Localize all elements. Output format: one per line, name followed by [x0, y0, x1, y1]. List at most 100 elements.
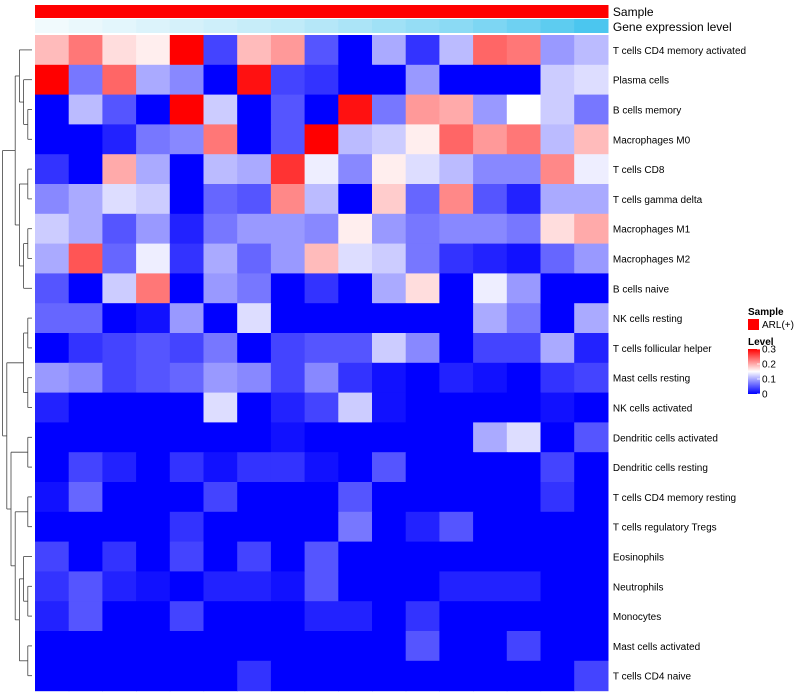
gene-expression-annotation-cell	[270, 19, 306, 33]
heatmap-cell	[439, 35, 474, 66]
heatmap-cell	[68, 571, 103, 602]
heatmap-cell	[473, 482, 508, 513]
heatmap-cell	[169, 422, 205, 453]
heatmap-cell	[506, 184, 542, 215]
heatmap-cell	[473, 35, 508, 66]
heatmap-cell	[136, 362, 171, 394]
heatmap-cell	[35, 154, 70, 185]
heatmap-cell	[68, 94, 103, 125]
heatmap-cell	[574, 601, 609, 632]
heatmap-cell	[304, 333, 339, 364]
heatmap-cell	[35, 660, 70, 692]
heatmap-cell	[169, 601, 205, 632]
heatmap-cell	[372, 631, 407, 662]
gene-expression-annotation-cell	[473, 19, 508, 33]
heatmap-cell	[203, 154, 238, 185]
legend-tick-label: 0.1	[762, 375, 776, 386]
heatmap-cell	[540, 243, 575, 274]
heatmap-cell	[439, 362, 474, 394]
row-label: Neutrophils	[613, 582, 664, 593]
heatmap-cell	[270, 392, 306, 423]
heatmap-cell	[237, 631, 272, 662]
heatmap-cell	[68, 64, 103, 96]
heatmap-cell	[237, 482, 272, 513]
heatmap-cell	[574, 452, 609, 483]
row-label: Mast cells resting	[613, 374, 690, 385]
heatmap-cell	[35, 631, 70, 662]
heatmap-cell	[372, 94, 407, 125]
heatmap-cell	[506, 94, 542, 125]
gene-expression-annotation-cell	[169, 19, 205, 33]
legend-level-ticks: 0.3 0.2 0.1 0	[757, 345, 776, 401]
heatmap-cell	[338, 660, 373, 692]
heatmap-cell	[237, 64, 272, 96]
heatmap-cell	[372, 482, 407, 513]
heatmap-cell	[203, 571, 238, 602]
heatmap-cell	[473, 422, 508, 453]
heatmap-cell	[68, 660, 103, 692]
heatmap-cell	[405, 660, 440, 692]
heatmap-cell	[237, 511, 272, 543]
sample-annotation-cell	[372, 5, 407, 18]
heatmap-cell	[506, 541, 542, 572]
heatmap-cell	[439, 333, 474, 364]
sample-annotation-cell	[338, 5, 373, 18]
heatmap-cell	[338, 541, 373, 572]
heatmap-cell	[203, 35, 238, 66]
heatmap-cell	[270, 422, 306, 453]
heatmap-cell	[338, 94, 373, 125]
gene-expression-annotation-cell	[506, 19, 542, 33]
heatmap-cell	[439, 511, 474, 543]
heatmap-cell	[574, 35, 609, 66]
heatmap-cell	[574, 660, 609, 692]
heatmap-cell	[102, 154, 137, 185]
annotation-labels: Sample Gene expression level	[613, 5, 732, 34]
heatmap-cell	[338, 273, 373, 304]
sample-annotation-cell	[102, 5, 137, 18]
heatmap-cell	[574, 213, 609, 245]
heatmap-cell	[237, 124, 272, 155]
heatmap-cell	[304, 571, 339, 602]
legend-level-colorbar	[748, 349, 760, 394]
heatmap-cell	[372, 184, 407, 215]
heatmap-cell	[304, 660, 339, 692]
heatmap-cell	[574, 273, 609, 304]
sample-annotation-cell	[68, 5, 103, 18]
heatmap-cell	[338, 631, 373, 662]
heatmap-cell	[136, 333, 171, 364]
heatmap-cell	[372, 124, 407, 155]
heatmap-cell	[169, 35, 205, 66]
heatmap-cell	[237, 35, 272, 66]
gene-expression-annotation-cell	[304, 19, 339, 33]
heatmap-cell	[473, 452, 508, 483]
heatmap-cell	[405, 213, 440, 245]
heatmap-cell	[68, 124, 103, 155]
heatmap-cell	[540, 184, 575, 215]
heatmap-cell	[338, 511, 373, 543]
heatmap-cell	[473, 64, 508, 96]
heatmap-cell	[136, 392, 171, 423]
heatmap-cell	[405, 482, 440, 513]
heatmap-cell	[574, 631, 609, 662]
heatmap-cell	[473, 541, 508, 572]
heatmap-cell	[473, 511, 508, 543]
heatmap-cell	[169, 482, 205, 513]
heatmap-cell	[270, 273, 306, 304]
heatmap-cell	[35, 362, 70, 394]
row-label: Monocytes	[613, 612, 661, 623]
heatmap-cell	[439, 392, 474, 423]
heatmap-cell	[237, 333, 272, 364]
heatmap-cell	[203, 362, 238, 394]
heatmap-cell	[439, 154, 474, 185]
heatmap-cell	[372, 213, 407, 245]
heatmap-cell	[304, 452, 339, 483]
heatmap-cell	[405, 571, 440, 602]
heatmap-cell	[102, 601, 137, 632]
heatmap-cell	[338, 392, 373, 423]
heatmap-cell	[506, 64, 542, 96]
heatmap-cell	[35, 511, 70, 543]
heatmap-cell	[338, 35, 373, 66]
heatmap-cell	[102, 541, 137, 572]
heatmap-cell	[102, 243, 137, 274]
heatmap-cell	[506, 601, 542, 632]
